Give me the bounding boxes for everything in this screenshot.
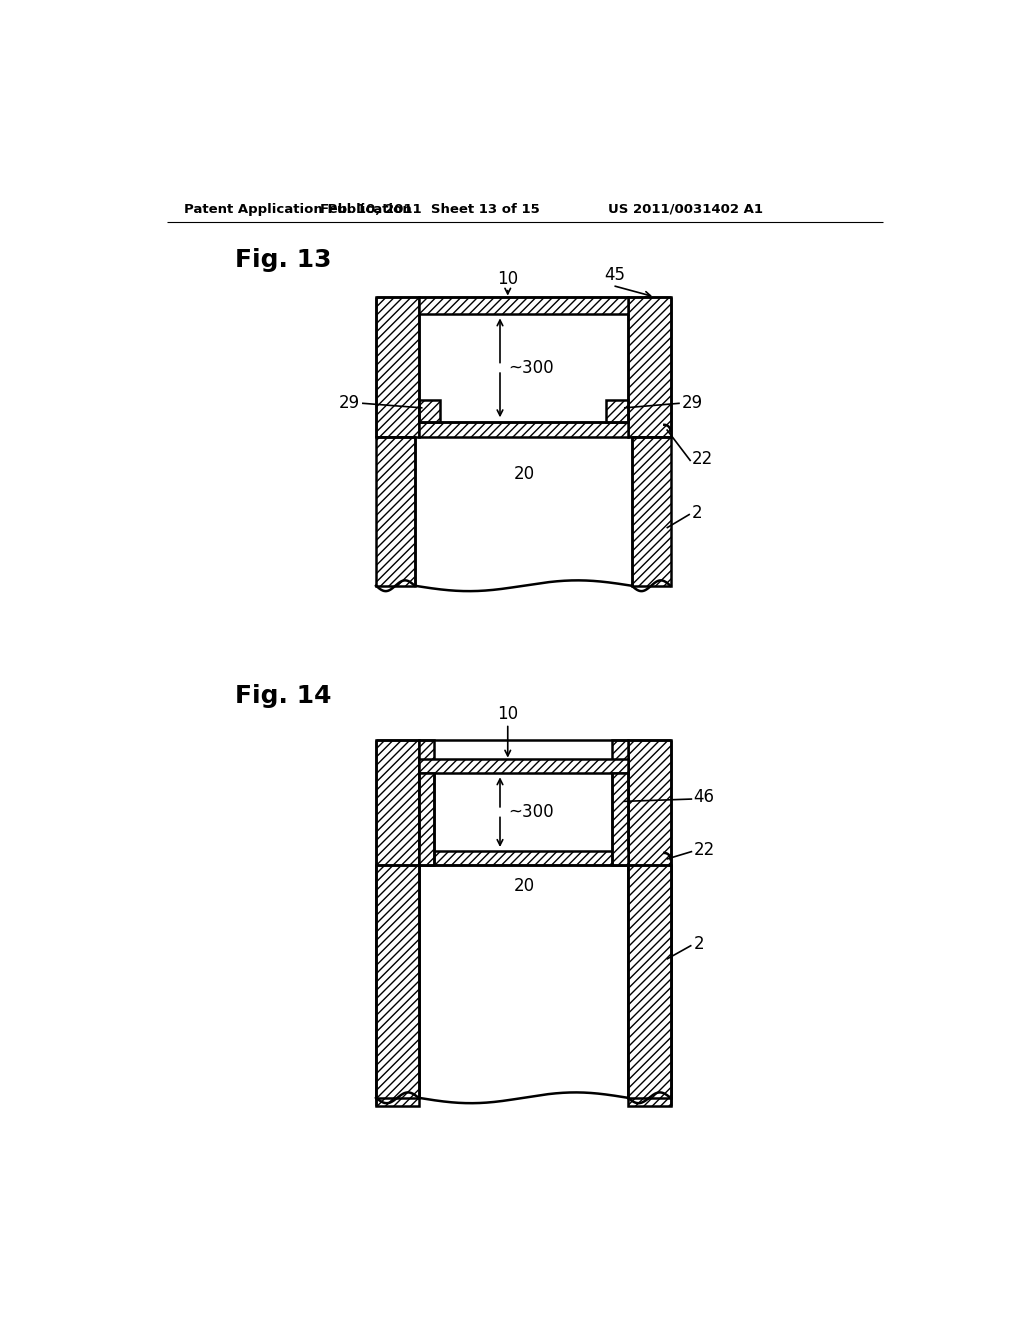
- Bar: [606, 400, 628, 422]
- Text: 22: 22: [692, 450, 714, 467]
- Text: 2: 2: [693, 935, 705, 953]
- Bar: [628, 739, 671, 1105]
- Bar: [419, 297, 628, 314]
- Bar: [419, 866, 628, 1098]
- Bar: [419, 774, 434, 866]
- Bar: [419, 400, 440, 422]
- Text: 22: 22: [693, 841, 715, 859]
- Text: 20: 20: [514, 465, 536, 483]
- Bar: [632, 437, 671, 586]
- Bar: [419, 851, 628, 866]
- Bar: [376, 739, 419, 1105]
- Bar: [376, 866, 419, 1098]
- Bar: [628, 866, 671, 1098]
- Text: 10: 10: [498, 705, 518, 723]
- Bar: [612, 774, 628, 866]
- Text: Fig. 14: Fig. 14: [234, 684, 332, 708]
- Bar: [415, 437, 632, 586]
- Text: Feb. 10, 2011  Sheet 13 of 15: Feb. 10, 2011 Sheet 13 of 15: [321, 203, 540, 215]
- Bar: [419, 759, 628, 774]
- Bar: [419, 314, 628, 422]
- Bar: [628, 297, 671, 437]
- Bar: [376, 297, 419, 437]
- Text: Patent Application Publication: Patent Application Publication: [183, 203, 412, 215]
- Text: 45: 45: [604, 267, 626, 284]
- Text: US 2011/0031402 A1: US 2011/0031402 A1: [608, 203, 764, 215]
- Text: ~300: ~300: [508, 803, 554, 821]
- Text: ~300: ~300: [508, 359, 554, 376]
- Text: Fig. 13: Fig. 13: [234, 248, 332, 272]
- Text: 2: 2: [692, 504, 702, 521]
- Text: 10: 10: [498, 269, 518, 288]
- Bar: [376, 437, 415, 586]
- Text: 29: 29: [338, 395, 359, 412]
- Bar: [419, 739, 434, 774]
- Bar: [419, 774, 628, 851]
- Text: 46: 46: [693, 788, 715, 807]
- Bar: [419, 422, 628, 437]
- Bar: [612, 739, 628, 774]
- Text: 29: 29: [682, 395, 702, 412]
- Text: 20: 20: [514, 876, 536, 895]
